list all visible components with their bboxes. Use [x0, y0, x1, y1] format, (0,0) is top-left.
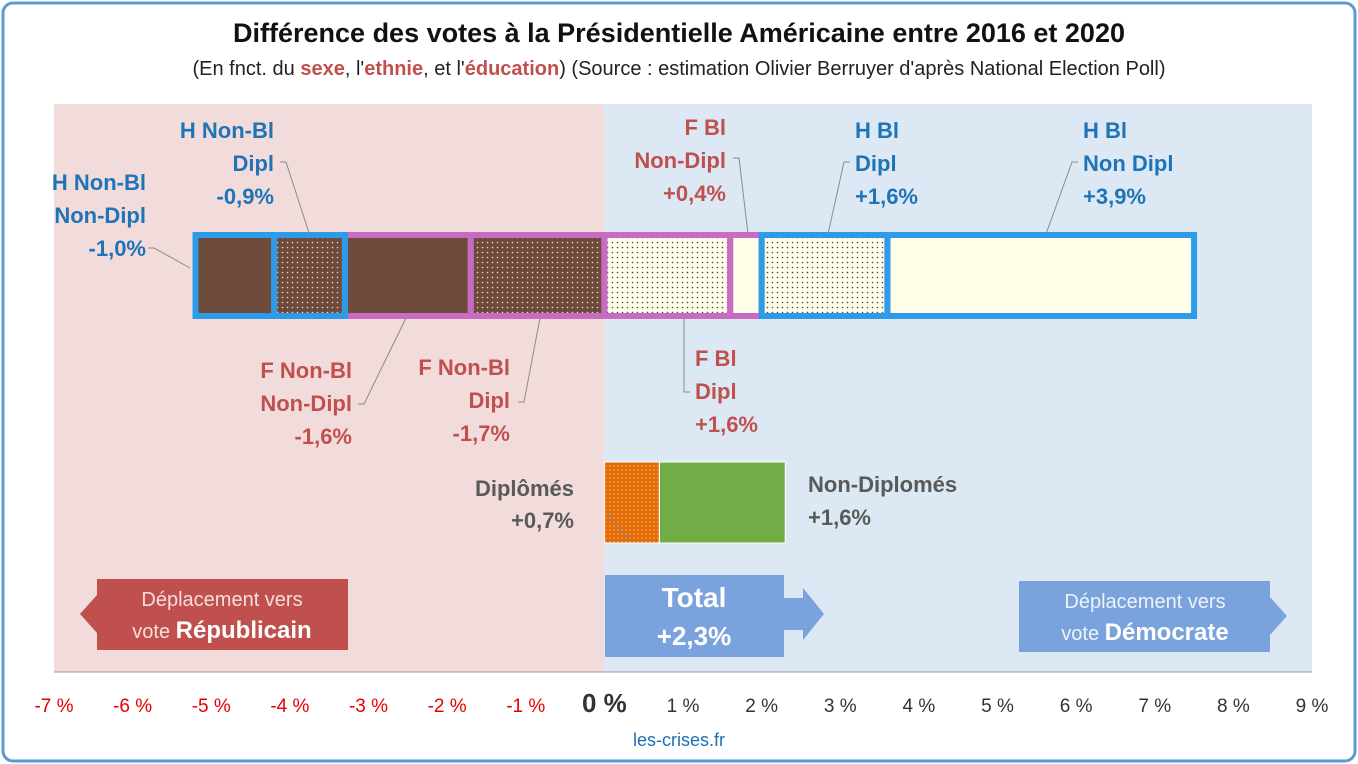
x-tick-label: 4 % — [903, 696, 936, 717]
total-bar-segment — [603, 461, 660, 544]
arrow-text-part: Démocrate — [1105, 619, 1229, 646]
chart-title: Différence des votes à la Présidentielle… — [233, 18, 1125, 48]
x-tick-label: 6 % — [1060, 696, 1093, 717]
subtitle-highlight-education: éducation — [464, 58, 560, 80]
segment-label: Non-Dipl — [54, 203, 146, 228]
segment-label: +3,9% — [1083, 184, 1146, 209]
segment-label: F Bl — [684, 115, 726, 140]
segment-label: Dipl — [232, 151, 274, 176]
total-arrow-text: Total — [662, 582, 727, 613]
x-tick-label: 9 % — [1296, 696, 1329, 717]
total-bar-segment — [658, 461, 786, 544]
x-tick-label: -3 % — [349, 696, 388, 717]
men-segment-outline — [884, 232, 1198, 319]
total-arrow-text: +2,3% — [657, 621, 731, 651]
segment-label: F Non-Bl — [418, 355, 510, 380]
x-tick-label: -2 % — [428, 696, 467, 717]
republican-arrow — [80, 579, 348, 650]
leader-line — [518, 317, 541, 403]
bar-segment-pattern — [761, 235, 888, 316]
total-label: Diplômés — [475, 476, 574, 501]
x-tick-label: 2 % — [745, 696, 778, 717]
bar-segment — [344, 234, 472, 317]
x-tick-label: -7 % — [34, 696, 73, 717]
chart-subtitle: (En fnct. du sexe, l'ethnie, et l'éducat… — [0, 58, 1358, 81]
democrat-arrow — [1019, 581, 1287, 652]
segment-label: F Bl — [695, 346, 737, 371]
x-tick-label: 3 % — [824, 696, 857, 717]
leader-line — [604, 509, 629, 541]
segment-label: Dipl — [855, 151, 897, 176]
segment-label: Non-Dipl — [634, 148, 726, 173]
segment-label: H Non-Bl — [52, 170, 146, 195]
leader-line — [1045, 161, 1078, 235]
segment-label: Dipl — [695, 379, 737, 404]
bar-segment — [195, 234, 275, 317]
total-label: +1,6% — [808, 505, 871, 530]
credit-text: les-crises.fr — [632, 730, 725, 750]
republican-arrow-text: vote Républicain — [132, 617, 311, 644]
subtitle-highlight-sexe: sexe — [300, 58, 345, 80]
segment-label: +1,6% — [855, 184, 918, 209]
bar-segment-pattern — [274, 235, 345, 316]
segment-label: H Bl — [855, 118, 899, 143]
leader-line — [683, 318, 690, 393]
x-tick-label: 1 % — [667, 696, 700, 717]
segment-label: H Non-Bl — [180, 118, 274, 143]
total-label: Non-Diplomés — [808, 472, 957, 497]
arrow-text-part: Républicain — [176, 617, 312, 644]
x-tick-label: -1 % — [506, 696, 545, 717]
leader-line — [827, 161, 850, 235]
segment-label: +1,6% — [695, 412, 758, 437]
democrat-arrow-text: vote Démocrate — [1061, 619, 1228, 646]
arrow-text-part: vote — [1061, 623, 1104, 645]
democrat-arrow-text: Déplacement vers — [1064, 591, 1225, 613]
segment-label: Dipl — [468, 388, 510, 413]
x-tick-label: 5 % — [981, 696, 1014, 717]
segment-label: -1,7% — [453, 421, 510, 446]
x-tick-label: 7 % — [1138, 696, 1171, 717]
segment-label: -1,0% — [89, 236, 146, 261]
total-label: +0,7% — [511, 508, 574, 533]
x-tick-label: 0 % — [582, 688, 627, 718]
segment-label: H Bl — [1083, 118, 1127, 143]
x-tick-label: -4 % — [270, 696, 309, 717]
segment-label: Non-Dipl — [260, 391, 352, 416]
arrow-text-part: vote — [132, 621, 175, 643]
segment-label: -1,6% — [295, 424, 352, 449]
segment-label: +0,4% — [663, 181, 726, 206]
subtitle-text: (En fnct. du — [192, 58, 301, 80]
segment-label: -0,9% — [217, 184, 274, 209]
subtitle-text: , et l' — [423, 58, 465, 80]
x-tick-label: 8 % — [1217, 696, 1250, 717]
leader-line — [280, 161, 311, 237]
subtitle-highlight-ethnie: ethnie — [364, 58, 424, 80]
leader-line — [358, 317, 407, 405]
x-tick-label: -5 % — [192, 696, 231, 717]
bar-segment-pattern — [604, 235, 731, 316]
subtitle-source: ) (Source : estimation Olivier Berruyer … — [559, 58, 1166, 80]
segment-label: F Non-Bl — [260, 358, 352, 383]
subtitle-text: , l' — [344, 58, 365, 80]
leader-line — [733, 157, 749, 235]
bar-segment — [886, 234, 1195, 317]
republican-background — [54, 104, 605, 672]
x-tick-label: -6 % — [113, 696, 152, 717]
bar-segment — [729, 234, 763, 317]
bar-segment-pattern — [470, 235, 605, 316]
leader-line — [148, 247, 191, 269]
republican-arrow-text: Déplacement vers — [141, 589, 302, 611]
total-arrow — [605, 575, 824, 657]
segment-label: Non Dipl — [1083, 151, 1173, 176]
